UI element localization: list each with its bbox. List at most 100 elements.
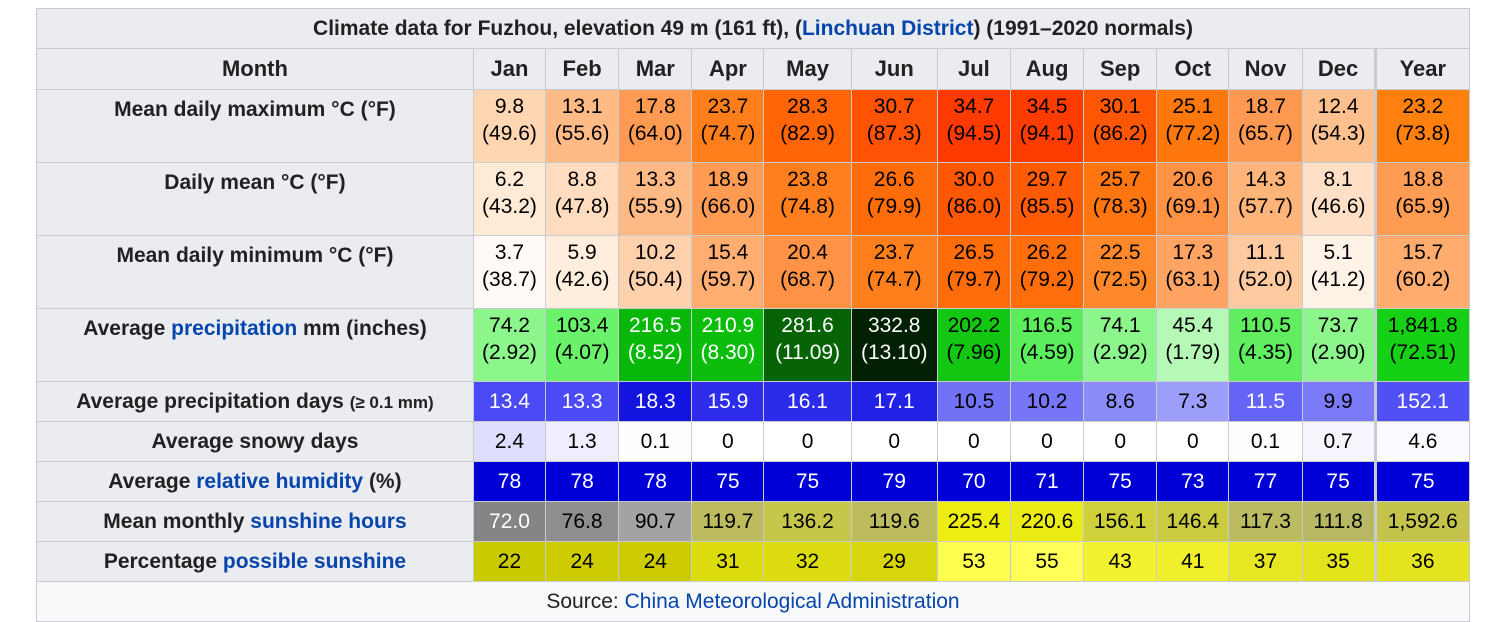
- source-row: Source: China Meteorological Administrat…: [36, 581, 1470, 622]
- cell-value: 45.4: [1172, 314, 1214, 337]
- cell-value: 2.4: [494, 429, 525, 453]
- cell-value: 32: [795, 549, 820, 573]
- cell-value: 55: [1035, 549, 1059, 573]
- cell-value: 30.0: [953, 168, 995, 191]
- row-label-text: Mean daily minimum °C (°F): [116, 244, 394, 267]
- cell-value: 71: [1035, 469, 1059, 493]
- cell-value: 17.1: [873, 389, 915, 413]
- value-cell: 31: [691, 541, 765, 582]
- value-cell: 75: [1083, 461, 1158, 502]
- row-label-text: Average: [108, 469, 197, 493]
- value-cell: 22.5 (72.5): [1083, 235, 1158, 309]
- value-cell: 75: [691, 461, 765, 502]
- cell-value: 9.9: [1323, 389, 1353, 413]
- cell-value: 156.1: [1093, 509, 1147, 533]
- value-cell: 53: [936, 541, 1011, 582]
- data-row: Mean daily maximum °C (°F) 9.8 (49.6) 13.1 (…: [36, 89, 1471, 163]
- cell-secondary-value: (79.9): [866, 195, 922, 218]
- value-cell: 11.5: [1228, 381, 1303, 422]
- cell-value: 29.7: [1026, 168, 1068, 191]
- cell-secondary-value: (59.7): [700, 268, 756, 291]
- row-label: Mean daily minimum °C (°F): [36, 235, 474, 309]
- cell-value: 225.4: [947, 509, 1001, 533]
- value-cell: 55: [1009, 541, 1085, 582]
- source-link[interactable]: China Meteorological Administration: [624, 589, 960, 613]
- caption-district-link[interactable]: Linchuan District: [801, 16, 974, 40]
- cell-value: 34.7: [953, 95, 995, 118]
- row-label: Average precipitation mm (inches): [36, 308, 474, 382]
- row-label-unit: (%): [363, 469, 402, 493]
- row-label: Daily mean °C (°F): [36, 162, 474, 236]
- value-cell: 22: [472, 541, 547, 582]
- value-cell: 74.1 (2.92): [1083, 308, 1158, 382]
- cell-value: 20.6: [1172, 168, 1214, 191]
- cell-value: 152.1: [1396, 389, 1450, 413]
- value-cell: 116.5 (4.59): [1009, 308, 1085, 382]
- cell-value: 24: [570, 549, 594, 573]
- cell-secondary-value: (47.8): [554, 195, 610, 218]
- row-label-link[interactable]: precipitation: [171, 317, 298, 340]
- cell-value: 12.4: [1317, 95, 1359, 118]
- value-cell: 79: [850, 461, 938, 502]
- data-row: Average relative humidity (%) 78 78 78 75 75 7…: [36, 461, 1471, 502]
- row-label-text: Daily mean °C (°F): [164, 171, 346, 194]
- cell-value: 13.3: [634, 168, 676, 191]
- value-cell: 225.4: [936, 501, 1011, 542]
- cell-secondary-value: (79.7): [946, 268, 1002, 291]
- cell-value: 4.6: [1408, 429, 1438, 453]
- cell-value: 22: [497, 549, 522, 573]
- row-label: Average relative humidity (%): [36, 461, 474, 502]
- value-cell: 11.1 (52.0): [1228, 235, 1303, 309]
- cell-secondary-value: (1.79): [1165, 341, 1221, 364]
- cell-value: 70: [962, 469, 986, 493]
- data-row: Average snowy days 2.4 1.3 0.1 0 0 0 0 0 0 0 0.1 0.7…: [36, 421, 1471, 462]
- cell-secondary-value: (77.2): [1165, 122, 1221, 145]
- value-cell: 13.3: [545, 381, 620, 422]
- value-cell: 75: [763, 461, 852, 502]
- value-cell: 37: [1228, 541, 1303, 582]
- cell-value: 8.1: [1323, 168, 1353, 191]
- row-label-text: Average precipitation days: [76, 389, 350, 413]
- cell-secondary-value: (73.8): [1395, 122, 1451, 145]
- cell-value: 0.7: [1323, 429, 1353, 453]
- value-cell: 23.7 (74.7): [691, 89, 765, 163]
- value-cell: 26.2 (79.2): [1009, 235, 1085, 309]
- header-month: Month: [36, 48, 474, 90]
- value-cell: 23.7 (74.7): [850, 235, 938, 309]
- header-month-10: Nov: [1228, 48, 1303, 90]
- value-cell: 0: [1156, 421, 1230, 462]
- value-cell: 14.3 (57.7): [1228, 162, 1303, 236]
- data-row: Percentage possible sunshine 22 24 24 31 32 29…: [36, 541, 1471, 582]
- cell-value: 90.7: [634, 509, 676, 533]
- header-month-5: Jun: [850, 48, 938, 90]
- value-cell: 15.4 (59.7): [691, 235, 765, 309]
- cell-secondary-value: (4.07): [554, 341, 610, 364]
- year-value-cell: 75: [1373, 461, 1471, 502]
- cell-secondary-value: (57.7): [1238, 195, 1293, 218]
- header-month-6: Jul: [936, 48, 1011, 90]
- value-cell: 35: [1301, 541, 1376, 582]
- cell-value: 77: [1253, 469, 1278, 493]
- cell-secondary-value: (74.8): [780, 195, 835, 218]
- row-label-link[interactable]: sunshine hours: [250, 509, 407, 533]
- row-label-link[interactable]: possible sunshine: [222, 549, 407, 573]
- cell-value: 136.2: [781, 509, 834, 533]
- year-value-cell: 23.2 (73.8): [1373, 89, 1471, 163]
- value-cell: 8.1 (46.6): [1301, 162, 1376, 236]
- row-label-link[interactable]: relative humidity: [196, 469, 364, 493]
- value-cell: 202.2 (7.96): [936, 308, 1011, 382]
- value-cell: 24: [545, 541, 620, 582]
- row-label: Average precipitation days (≥ 0.1 mm): [36, 381, 474, 422]
- cell-secondary-value: (2.92): [482, 341, 537, 364]
- cell-value: 53: [962, 549, 986, 573]
- value-cell: 10.2: [1009, 381, 1085, 422]
- value-cell: 0: [850, 421, 938, 462]
- source-cell: Source: China Meteorological Administrat…: [36, 581, 1470, 622]
- data-row: Average precipitation mm (inches) 74.2 (2.…: [36, 308, 1471, 382]
- cell-secondary-value: (4.35): [1238, 341, 1293, 364]
- value-cell: 30.7 (87.3): [850, 89, 938, 163]
- cell-value: 13.3: [561, 389, 603, 413]
- cell-secondary-value: (79.2): [1019, 268, 1075, 291]
- value-cell: 3.7 (38.7): [472, 235, 547, 309]
- cell-value: 0: [1041, 429, 1053, 453]
